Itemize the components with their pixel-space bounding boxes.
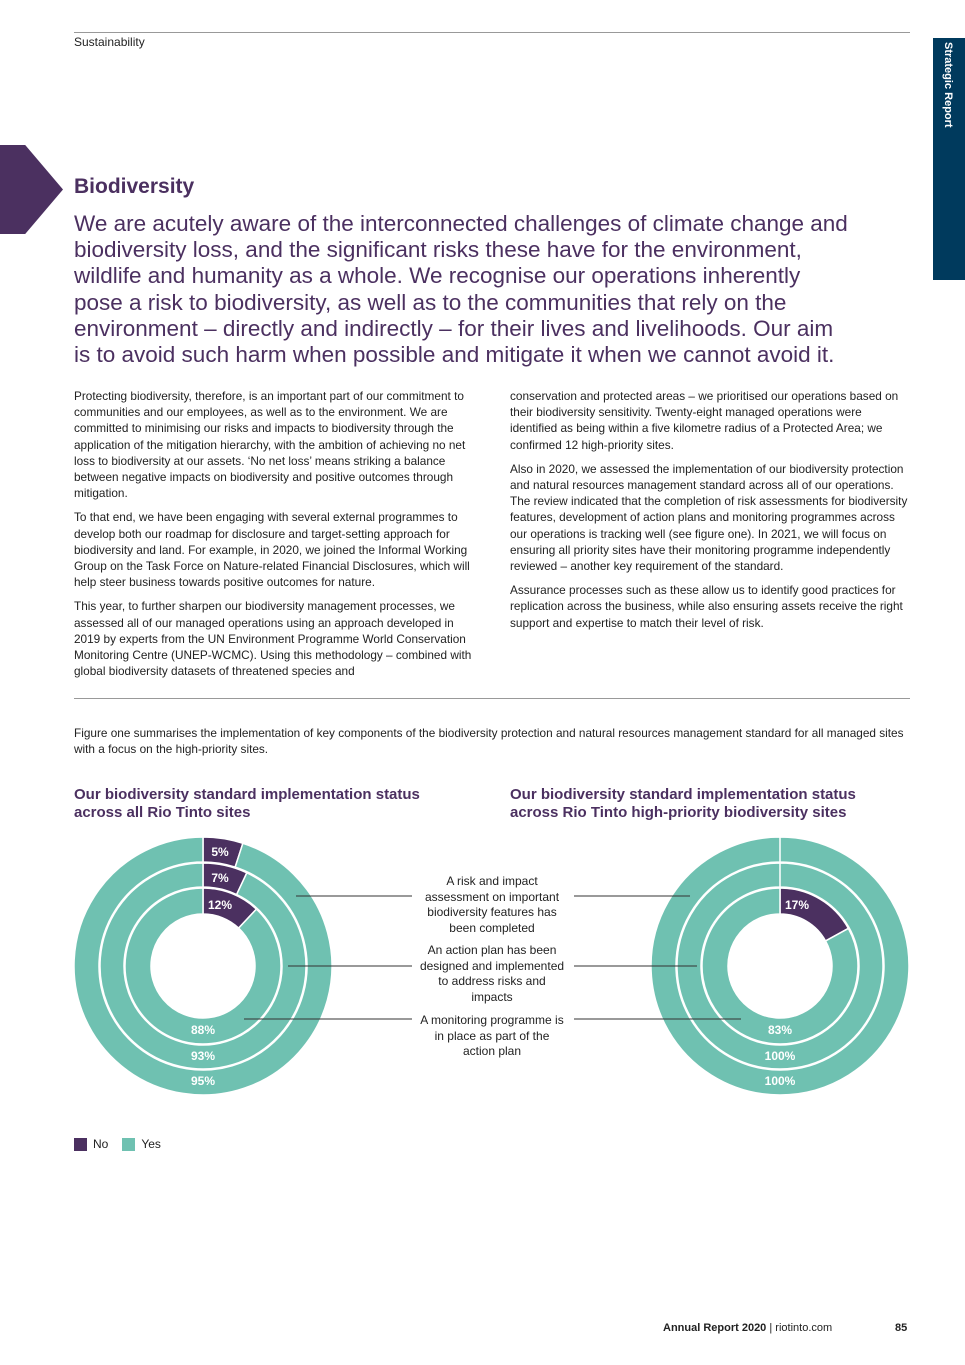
footer-sep: | <box>769 1322 773 1334</box>
paragraph: This year, to further sharpen our biodiv… <box>74 599 472 679</box>
header-rule <box>74 32 910 33</box>
callout-risk-assessment: A risk and impact assessment on importan… <box>424 874 560 935</box>
paragraph: Assurance processes such as these allow … <box>510 583 903 630</box>
callout-action-plan: An action plan has been designed and imp… <box>419 943 565 1004</box>
paragraph: Also in 2020, we assessed the implementa… <box>510 461 908 574</box>
donut-segment-yes <box>650 836 910 1096</box>
yes-value-label: 83% <box>768 1023 792 1037</box>
right-column: conservation and protected areas – we pr… <box>510 388 912 639</box>
legend: No Yes <box>74 1137 161 1151</box>
paragraph: conservation and protected areas – we pr… <box>510 389 899 452</box>
legend-no-swatch <box>74 1137 87 1151</box>
footer-text: Annual Report 2020 | riotinto.com <box>663 1322 832 1334</box>
no-value-label: 17% <box>785 898 809 912</box>
intro-text: We are acutely aware of the interconnect… <box>74 211 848 368</box>
legend-no-label: No <box>93 1137 109 1151</box>
donut-segment-yes <box>701 887 859 1045</box>
divider <box>74 698 910 699</box>
yes-value-label: 100% <box>765 1049 796 1063</box>
legend-yes-swatch <box>122 1137 136 1151</box>
page-title: Biodiversity <box>74 175 195 198</box>
paragraph: To that end, we have been engaging with … <box>74 510 470 590</box>
donut-segment-yes <box>73 836 333 1096</box>
yes-value-label: 88% <box>191 1023 215 1037</box>
callout-monitoring: A monitoring programme is in place as pa… <box>420 1013 564 1058</box>
donut-segment-yes <box>124 887 282 1045</box>
legend-yes-label: Yes <box>141 1137 161 1151</box>
section-label: Sustainability <box>74 35 145 49</box>
footer-site[interactable]: riotinto.com <box>775 1322 833 1334</box>
donut-segment-yes <box>676 862 884 1070</box>
side-tab-label: Strategic Report <box>942 42 954 128</box>
yes-value-label: 100% <box>765 1074 796 1088</box>
side-tab[interactable]: Strategic Report <box>933 38 965 280</box>
paragraph: Protecting biodiversity, therefore, is a… <box>74 389 466 501</box>
yes-value-label: 95% <box>191 1074 215 1088</box>
no-value-label: 5% <box>211 845 229 859</box>
no-value-label: 7% <box>211 871 229 885</box>
page-number: 85 <box>895 1322 908 1334</box>
no-value-label: 12% <box>208 898 232 912</box>
yes-value-label: 93% <box>191 1049 215 1063</box>
chart-title-priority-sites: Our biodiversity standard implementation… <box>510 786 856 821</box>
chart-title-all-sites: Our biodiversity standard implementation… <box>74 786 420 821</box>
footer-report: Annual Report 2020 <box>663 1322 767 1334</box>
figure-intro: Figure one summarises the implementation… <box>74 726 904 757</box>
left-column: Protecting biodiversity, therefore, is a… <box>74 388 476 687</box>
donut-segment-yes <box>99 862 307 1070</box>
